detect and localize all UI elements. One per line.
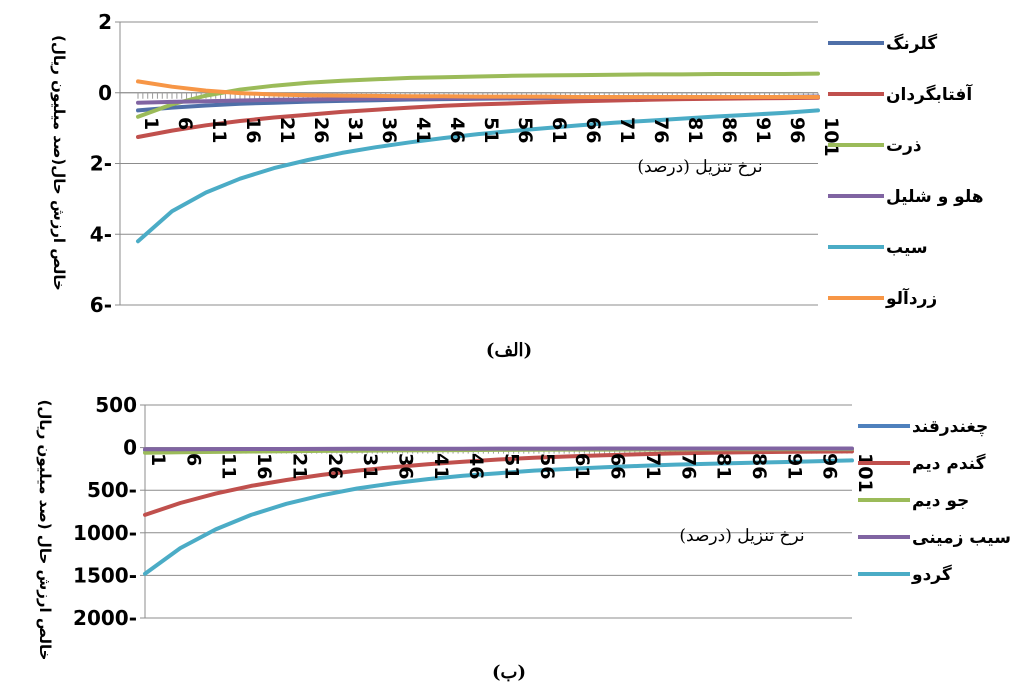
series-line [143,446,854,452]
x-tick-label: 86 [748,453,770,479]
x-tick-label: 11 [208,117,230,143]
y-tick-label: 500- [87,478,137,502]
x-tick-label: 11 [218,453,240,479]
y-tick-label: 0 [98,81,112,105]
legend-label: گردو [911,564,952,585]
x-tick-label: 61 [548,117,570,143]
series-line [136,79,820,99]
legend-label: سیب زمینی [912,528,1011,548]
x-tick-label: 51 [501,453,523,479]
legend-label: گندم دیم [912,453,986,474]
x-tick-label: 91 [752,117,774,143]
x-tick-label: 41 [430,453,452,479]
x-tick-label: 21 [288,453,310,479]
x-tick-label: 41 [412,117,434,143]
x-tick-label: 76 [677,453,699,479]
y-axis-title: خالص ارزش حال (صد میلیون ریال) [36,400,54,661]
y-tick-label: 4- [90,222,112,246]
legend-label: گلرنگ [886,33,937,54]
legend-label: زردآلو [885,287,937,309]
x-tick-label: 1 [140,117,162,130]
x-tick-label: 56 [514,117,536,143]
series-line [136,108,820,244]
y-tick-label: 2000- [73,606,137,630]
x-tick-label: 1 [147,453,169,466]
x-tick-label: 51 [480,117,502,143]
x-tick-label: 6 [182,453,204,466]
x-tick-label: 81 [713,453,735,479]
x-axis-title: نرخ تنزیل (درصد) [679,526,804,546]
x-tick-label: 96 [819,453,841,479]
chart-caption: (الف) [486,340,532,361]
x-tick-label: 31 [344,117,366,143]
legend-label: هلو و شلیل [886,187,984,207]
x-tick-label: 16 [253,453,275,479]
y-tick-label: 2- [90,152,112,176]
y-tick-label: 1500- [73,563,137,587]
x-tick-label: 91 [783,453,805,479]
y-tick-label: 6- [90,293,112,317]
x-tick-label: 56 [536,453,558,479]
x-tick-label: 6 [174,117,196,130]
legend-label: آفتابگردان [886,83,973,105]
x-tick-label: 36 [378,117,400,143]
x-tick-label: 101 [820,117,842,157]
x-tick-label: 101 [854,453,876,493]
chart-caption: (ب) [492,662,526,683]
y-tick-label: 0 [123,436,137,460]
x-tick-label: 81 [684,117,706,143]
x-tick-label: 86 [718,117,740,143]
x-tick-label: 21 [276,117,298,143]
x-tick-label: 66 [607,453,629,479]
x-tick-label: 16 [242,117,264,143]
legend-label: چغندرقند [912,417,988,437]
x-tick-label: 96 [786,117,808,143]
legend-label: سیب [886,238,928,258]
y-tick-label: 500 [95,393,137,417]
legend-label: ذرت [886,136,922,156]
x-tick-label: 71 [616,117,638,143]
x-tick-label: 26 [310,117,332,143]
series-line [143,458,854,576]
series-line [136,71,820,119]
x-tick-label: 71 [642,453,664,479]
x-tick-label: 76 [650,117,672,143]
y-tick-label: 1000- [73,521,137,545]
x-tick-label: 66 [582,117,604,143]
x-tick-label: 61 [571,453,593,479]
x-tick-label: 36 [394,453,416,479]
chart-a: 202-4-6-1 6 11 16 21 26 31 36 41 46 51 56 61 66 71 76 81… [50,10,984,361]
x-tick-label: 31 [359,453,381,479]
x-tick-label: 46 [465,453,487,479]
legend-label: جو دیم [912,491,969,511]
x-tick-label: 26 [324,453,346,479]
x-tick-label: 46 [446,117,468,143]
series-line [143,449,854,517]
x-axis-title: نرخ تنزیل (درصد) [637,157,762,177]
y-axis-title: خالص ارزش حال(صد میلیون ریال) [50,35,68,291]
y-tick-label: 2 [98,10,112,34]
